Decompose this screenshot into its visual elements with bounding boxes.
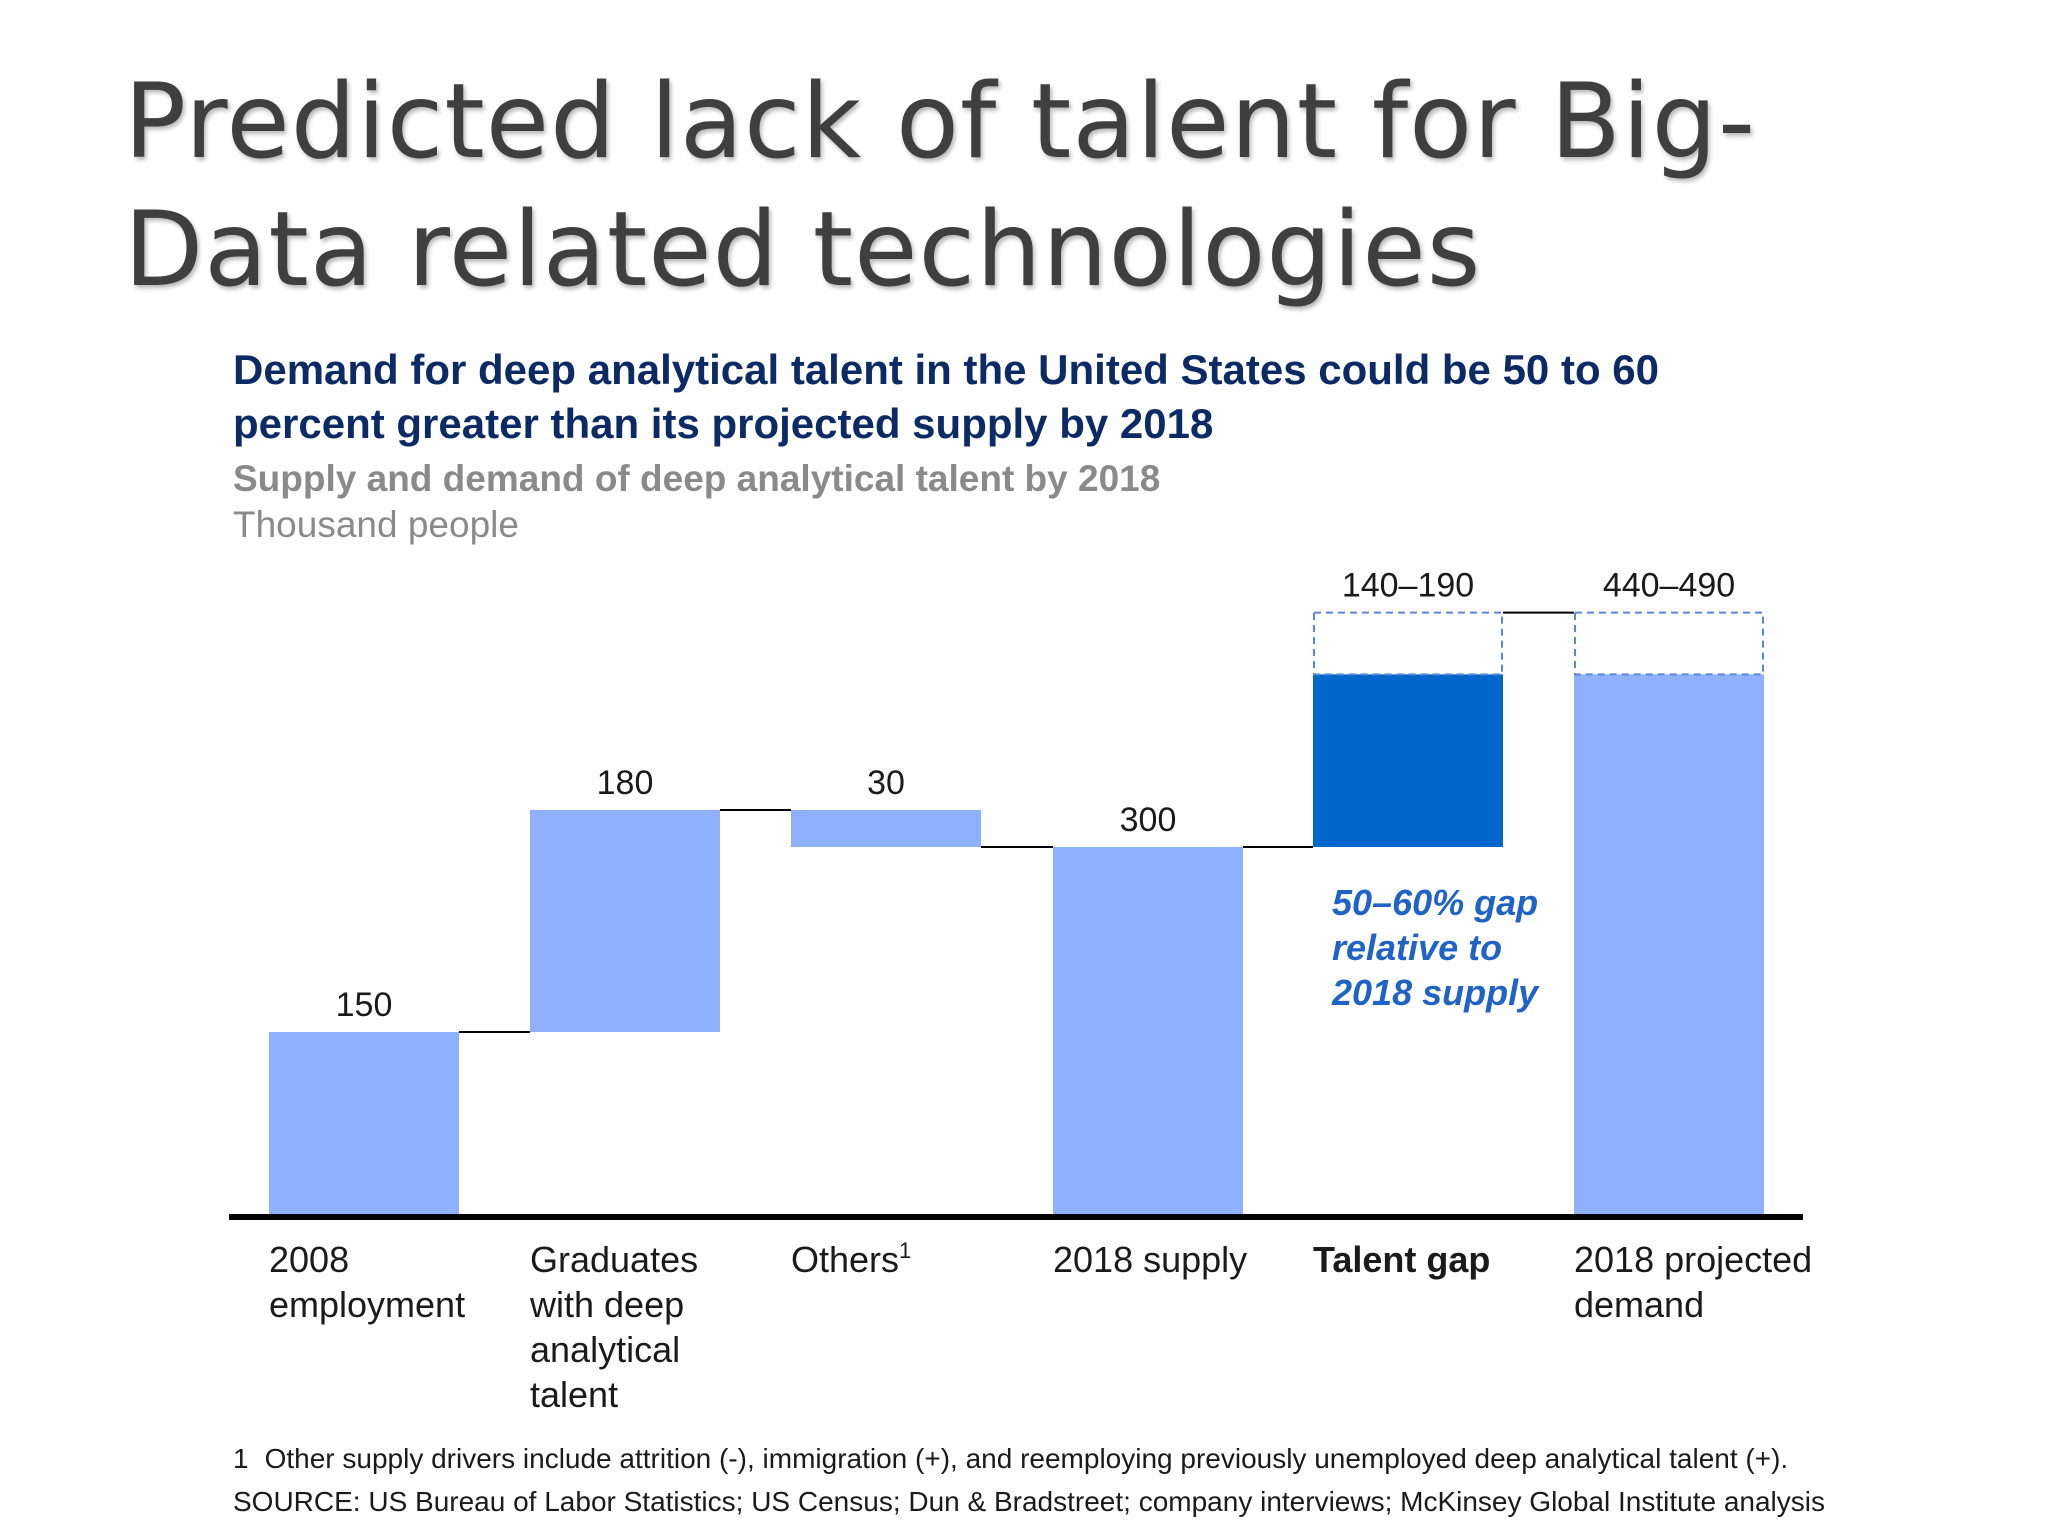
source-note: SOURCE: US Bureau of Labor Statistics; U…	[233, 1486, 1825, 1517]
bar-2018-projected-demand	[1574, 674, 1764, 1217]
footnote-number: 1	[233, 1443, 249, 1474]
waterfall-chart: 150 180 30 300 140–190 440–490 2008 employment G…	[229, 567, 1812, 1415]
category-label-graduates-with-deep-analytical-talent: Graduates with deep analytical talent	[529, 1239, 698, 1415]
bar-2018-supply	[1053, 847, 1243, 1217]
value-label-2018-projected-demand: 440–490	[1603, 567, 1735, 605]
chart-subtitle: Supply and demand of deep analytical tal…	[233, 458, 1161, 499]
bar-2008-employment	[269, 1032, 459, 1217]
category-label-2018-supply: 2018 supply	[1053, 1239, 1247, 1280]
category-label-2008-employment: 2008 employment	[269, 1239, 465, 1325]
chart-units: Thousand people	[233, 504, 519, 545]
value-label-talent-gap: 140–190	[1342, 567, 1474, 605]
category-label-others: Others1	[791, 1238, 911, 1280]
value-label-2008-employment: 150	[336, 986, 393, 1024]
bar-graduates-with-deep-analytical-talent	[530, 810, 720, 1033]
value-label-graduates-with-deep-analytical-talent: 180	[597, 764, 654, 802]
footnote-text: Other supply drivers include attrition (…	[264, 1443, 1789, 1474]
range-outline-talent-gap	[1313, 611, 1503, 676]
gap-annotation: 50–60% gap relative to 2018 supply	[1331, 882, 1540, 1013]
range-outline-2018-projected-demand	[1574, 611, 1764, 676]
footnote: 1 Other supply drivers include attrition …	[233, 1441, 1788, 1477]
chart-title: Demand for deep analytical talent in the…	[233, 346, 1659, 447]
value-label-others: 30	[867, 764, 905, 802]
category-label-2018-projected-demand: 2018 projected demand	[1574, 1239, 1812, 1325]
bar-others	[791, 810, 981, 848]
slide-title: Predicted lack of talent for Big-Data re…	[124, 62, 1757, 310]
bar-talent-gap	[1313, 674, 1503, 848]
value-label-2018-supply: 300	[1120, 801, 1177, 839]
category-label-talent-gap: Talent gap	[1313, 1239, 1490, 1280]
